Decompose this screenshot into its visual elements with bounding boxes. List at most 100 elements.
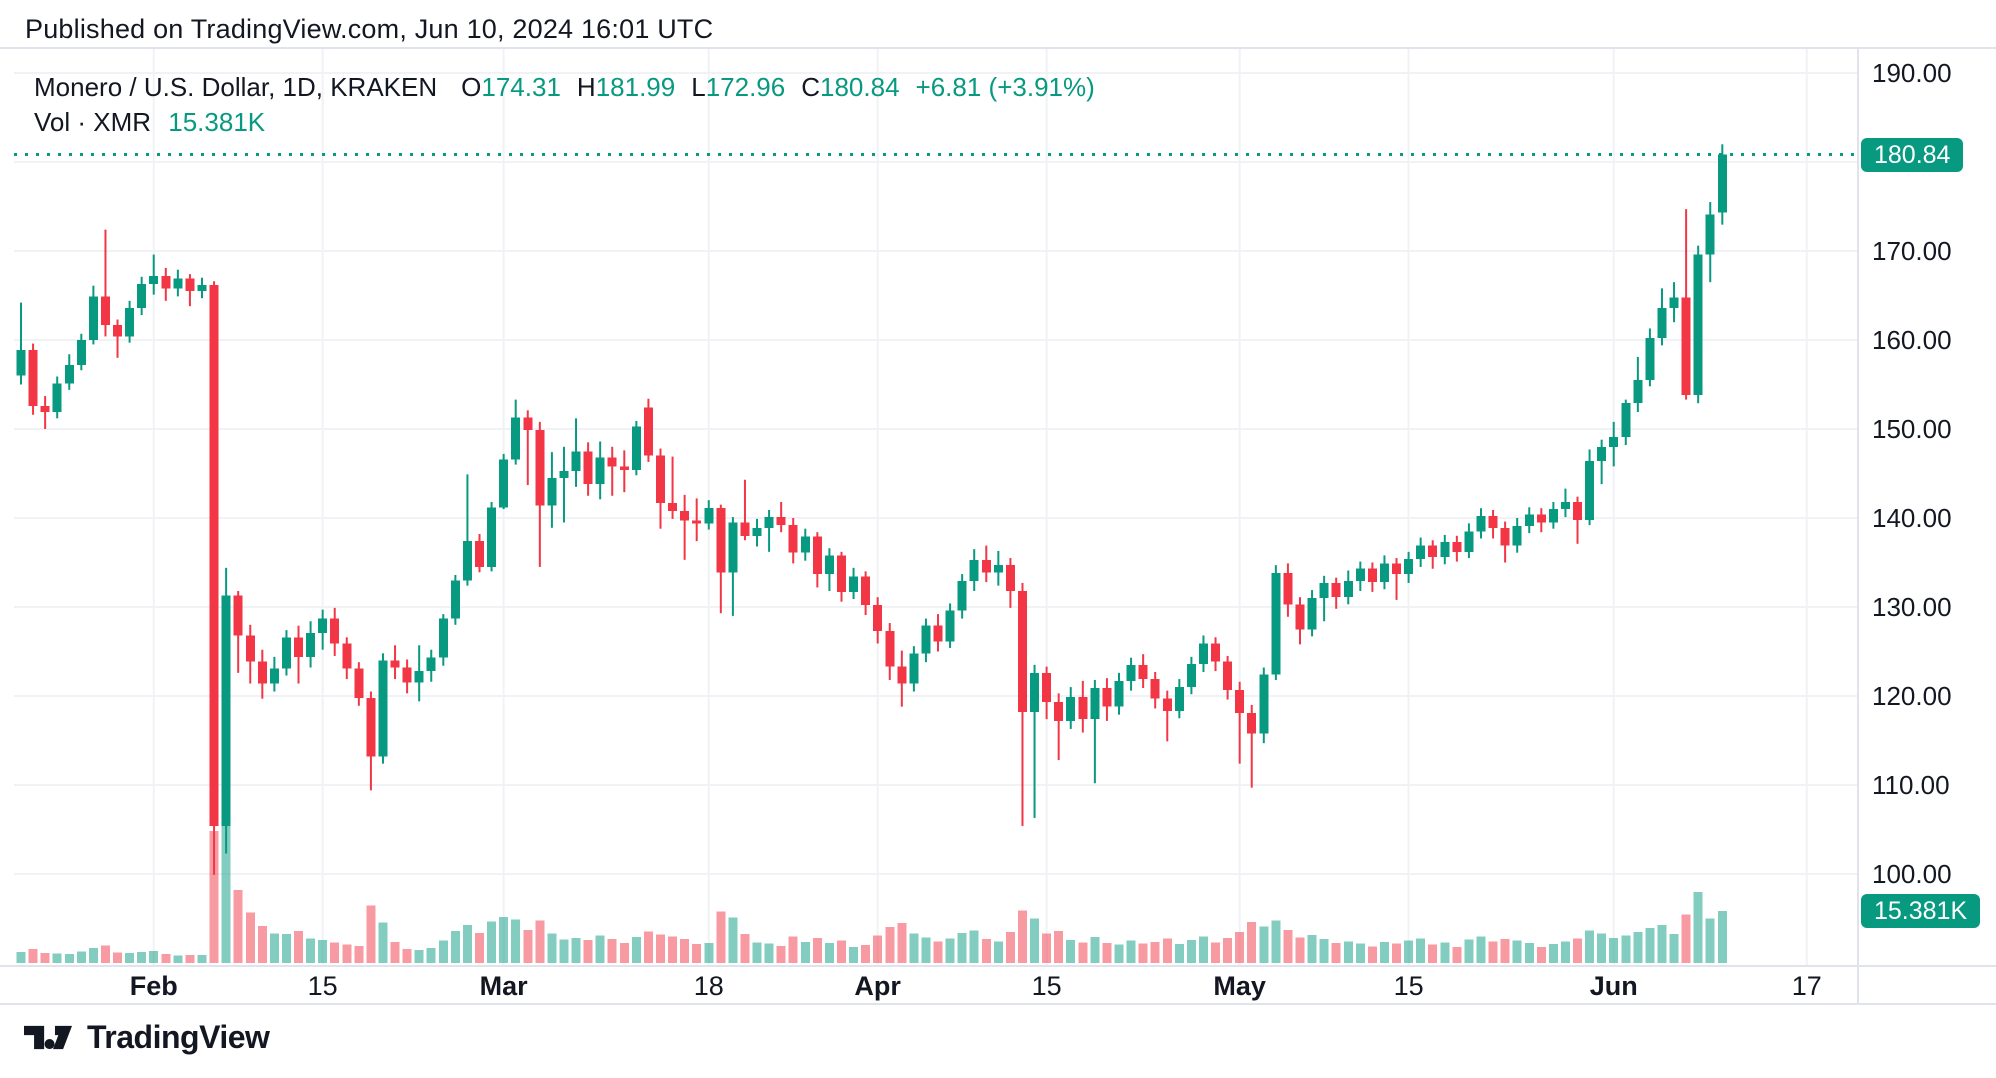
candle-wick	[683, 494, 686, 560]
volume-bar	[1017, 910, 1027, 963]
volume-bar	[945, 938, 955, 963]
candle	[909, 646, 919, 692]
volume-bar	[1283, 929, 1293, 963]
candle-wick	[1576, 496, 1579, 544]
volume-bar	[245, 912, 255, 963]
candle	[728, 517, 738, 616]
price-tick-label: 100.00	[1872, 859, 1952, 889]
candle-wick	[1395, 558, 1398, 600]
candle	[788, 518, 798, 564]
time-tick-label: 17	[1792, 971, 1822, 1001]
volume-bar	[981, 939, 991, 963]
candle-body	[1500, 527, 1510, 546]
candle	[752, 518, 762, 547]
candle	[1126, 657, 1136, 691]
candle-wick	[1238, 681, 1241, 764]
candle-body	[269, 668, 279, 684]
candle-body	[294, 637, 304, 657]
candle	[1693, 245, 1703, 404]
candle	[161, 267, 171, 301]
volume-bar	[1452, 947, 1462, 963]
candle-wick	[695, 498, 698, 542]
candle-body	[1126, 664, 1136, 681]
candle	[595, 441, 605, 500]
candle	[1645, 328, 1655, 387]
candle-body	[1355, 568, 1365, 582]
candle-body	[1621, 403, 1631, 438]
volume-bar	[1440, 942, 1450, 963]
candle	[1102, 678, 1112, 721]
candle	[933, 614, 943, 652]
candle	[426, 649, 436, 682]
candle-body	[1186, 663, 1196, 688]
candle-body	[643, 407, 653, 456]
candle-wick	[152, 254, 155, 295]
volume-bar	[1693, 892, 1703, 963]
candle	[16, 302, 26, 385]
volume-bar	[209, 831, 219, 963]
candle-body	[209, 284, 219, 826]
volume-bar	[462, 925, 472, 963]
volume-bar	[40, 952, 50, 963]
candle	[306, 621, 316, 668]
candle	[1090, 679, 1100, 784]
candle-body	[64, 364, 74, 384]
candle-body	[414, 671, 424, 683]
candle	[487, 501, 497, 572]
candle	[740, 479, 750, 541]
candle-body	[776, 517, 786, 526]
volume-bar	[1307, 934, 1317, 963]
candle	[438, 614, 448, 666]
time-tick-label: 15	[1032, 971, 1062, 1001]
candle	[1657, 288, 1667, 346]
candle-body	[619, 466, 629, 470]
candle-body	[1005, 565, 1015, 591]
price-tick-label: 120.00	[1872, 681, 1952, 711]
candle	[1223, 655, 1233, 700]
volume-bar	[76, 951, 86, 963]
candle	[1283, 563, 1293, 617]
volume-bar	[788, 936, 798, 963]
candle-body	[1017, 590, 1027, 713]
candle-body	[704, 508, 714, 524]
candle	[957, 574, 967, 619]
candle	[1319, 575, 1329, 622]
candle	[1247, 704, 1257, 788]
candle	[1512, 518, 1522, 553]
volume-bar	[559, 939, 569, 963]
candle-body	[836, 555, 846, 592]
candle-body	[1416, 545, 1426, 559]
volume-bar	[1548, 944, 1558, 963]
candle	[523, 410, 533, 486]
candle-wick	[1166, 690, 1169, 742]
candle	[1150, 671, 1160, 709]
volume-bar	[137, 951, 147, 963]
candle	[354, 662, 364, 706]
candle	[921, 618, 931, 663]
candle-wick	[1033, 664, 1036, 818]
candle-body	[1476, 516, 1486, 532]
grid-lines	[14, 48, 1858, 966]
candle	[1621, 399, 1631, 446]
candle-body	[1681, 297, 1691, 396]
candle	[1259, 667, 1269, 744]
volume-bar	[668, 936, 678, 963]
volume-bar	[969, 930, 979, 963]
volume-bar	[607, 939, 617, 963]
candle	[462, 474, 472, 586]
candle-body	[257, 661, 267, 684]
candle-body	[487, 507, 497, 567]
volume-bar	[1404, 940, 1414, 963]
candle	[1585, 449, 1595, 526]
candle-body	[306, 632, 316, 657]
price-tick-label: 110.00	[1872, 770, 1950, 800]
candle-body	[1560, 501, 1570, 510]
high-value: H181.99	[576, 72, 676, 102]
candle-wick	[104, 229, 107, 337]
volume-bar	[1235, 931, 1245, 963]
candle-body	[1042, 672, 1052, 703]
volume-bar	[885, 926, 895, 963]
volume-bar	[342, 944, 352, 963]
time-tick-label: 15	[1394, 971, 1424, 1001]
candle	[1114, 672, 1124, 715]
